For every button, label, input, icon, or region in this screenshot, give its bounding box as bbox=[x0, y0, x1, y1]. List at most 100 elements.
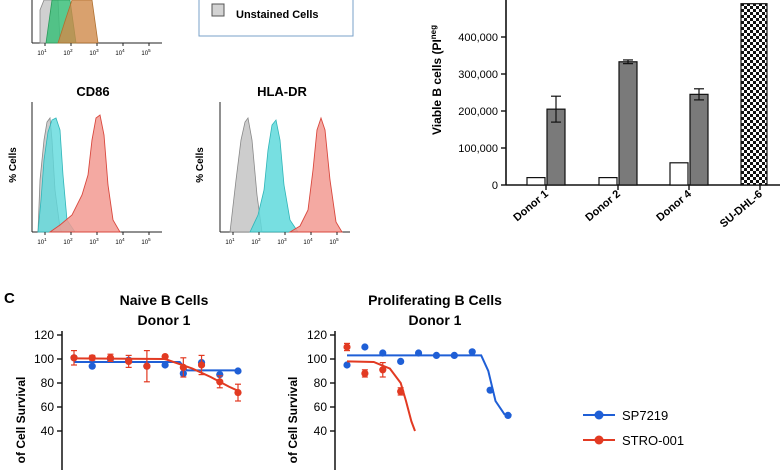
hladr-hist-cyan bbox=[249, 119, 299, 233]
proliferating-b-cells-chart: Proliferating B Cells Donor 1 of Cell Su… bbox=[286, 292, 512, 470]
y-tick-label: 80 bbox=[41, 376, 55, 390]
y-tick-label: 60 bbox=[41, 400, 55, 414]
legend-box: Unstained Cells bbox=[198, 0, 354, 37]
fit-curve-stro-001 bbox=[346, 360, 416, 432]
data-point-sp7219 bbox=[450, 351, 458, 359]
legend-label: Unstained Cells bbox=[236, 9, 319, 21]
data-point-sp7219 bbox=[216, 371, 224, 379]
data-point-sp7219 bbox=[414, 349, 423, 357]
bar-open bbox=[598, 177, 618, 186]
data-point-sp7219 bbox=[468, 348, 476, 356]
prolif-plot: 120 100 80 60 40 bbox=[307, 328, 512, 470]
fit-curve-sp7219 bbox=[74, 361, 238, 372]
bar-y-tick-label: 0 bbox=[492, 180, 498, 192]
bar-checkered bbox=[740, 3, 768, 186]
bar-category-label: Donor 4 bbox=[654, 188, 694, 224]
hladr-hist-grey bbox=[229, 117, 263, 233]
bar-y-tick-label: 400,000 bbox=[458, 32, 498, 44]
x-tick-label: 103 bbox=[277, 237, 287, 246]
data-point-sp7219 bbox=[343, 361, 351, 369]
bar-marks bbox=[526, 3, 768, 186]
x-tick-label: 105 bbox=[141, 237, 151, 246]
bar-category-label: Donor 2 bbox=[583, 188, 623, 224]
data-point-stro-001 bbox=[379, 366, 387, 374]
data-point-stro-001 bbox=[70, 354, 78, 362]
x-tick-label: 102 bbox=[63, 237, 73, 246]
y-tick-label: 120 bbox=[34, 328, 54, 342]
y-tick-label: 80 bbox=[314, 376, 328, 390]
panel-c-label: C bbox=[4, 290, 15, 307]
legend-swatch bbox=[211, 3, 225, 17]
series-legend: SP7219 STRO-001 bbox=[583, 408, 684, 448]
data-point-stro-001 bbox=[88, 354, 96, 362]
naive-ylabel: of Cell Survival bbox=[14, 377, 28, 464]
viable-b-cells-bar-chart: Viable B cells (PIneg 0 100,000 200,000 300… bbox=[429, 0, 780, 230]
x-tick-label: 104 bbox=[115, 48, 125, 57]
y-tick-label: 120 bbox=[307, 328, 327, 342]
legend-frame bbox=[198, 0, 354, 37]
naive-title-1: Naive B Cells bbox=[120, 292, 209, 308]
legend-label-sp7219: SP7219 bbox=[622, 408, 668, 423]
hist-orange bbox=[57, 0, 99, 44]
data-point-stro-001 bbox=[361, 369, 369, 377]
data-point-stro-001 bbox=[197, 361, 206, 369]
prolif-title-1: Proliferating B Cells bbox=[368, 292, 502, 308]
x-tick-label: 104 bbox=[303, 237, 313, 246]
x-tick-label: 104 bbox=[115, 237, 125, 246]
data-point-stro-001 bbox=[216, 378, 224, 386]
data-point-sp7219 bbox=[486, 386, 494, 394]
data-point-sp7219 bbox=[504, 411, 512, 419]
naive-title-2: Donor 1 bbox=[138, 312, 191, 328]
prolif-ylabel: of Cell Survival bbox=[286, 377, 300, 464]
cd86-ylabel: % Cells bbox=[8, 147, 19, 183]
hladr-histogram: HLA-DR % Cells 101 102 103 104 105 bbox=[195, 84, 350, 246]
data-point-sp7219 bbox=[361, 343, 369, 351]
naive-b-cells-chart: Naive B Cells Donor 1 of Cell Survival 1… bbox=[14, 292, 242, 470]
x-tick-label: 103 bbox=[89, 237, 99, 246]
naive-plot: 120 100 80 60 40 bbox=[34, 328, 242, 470]
data-point-stro-001 bbox=[397, 387, 405, 395]
bar-y-tick-label: 200,000 bbox=[458, 106, 498, 118]
x-tick-labels: 101 102 103 104 105 bbox=[225, 232, 339, 246]
x-tick-labels: 101 102 103 104 105 bbox=[37, 232, 151, 246]
cd86-histogram: CD86 % Cells 101 102 103 104 105 bbox=[8, 84, 162, 246]
y-tick-label: 60 bbox=[314, 400, 328, 414]
legend-marker-stro001 bbox=[594, 435, 604, 445]
data-point-sp7219 bbox=[379, 349, 387, 357]
cd86-hist-cyan bbox=[37, 117, 76, 233]
data-point-sp7219 bbox=[88, 362, 96, 370]
x-tick-label: 101 bbox=[225, 237, 235, 246]
y-tick-label: 40 bbox=[41, 424, 55, 438]
data-point-sp7219 bbox=[161, 361, 169, 369]
data-point-stro-001 bbox=[343, 343, 351, 351]
prolif-title-2: Donor 1 bbox=[409, 312, 462, 328]
y-tick-label: 100 bbox=[34, 352, 54, 366]
data-point-stro-001 bbox=[143, 362, 151, 370]
data-point-sp7219 bbox=[234, 367, 242, 375]
bar-ylabel-sup: neg bbox=[429, 25, 438, 39]
data-point-sp7219 bbox=[397, 357, 405, 365]
x-tick-label: 105 bbox=[329, 237, 339, 246]
data-point-sp7219 bbox=[432, 351, 441, 359]
bar-y-tick-label: 300,000 bbox=[458, 69, 498, 81]
cd86-title: CD86 bbox=[76, 84, 109, 99]
hladr-ylabel: % Cells bbox=[195, 147, 206, 183]
y-tick-label: 100 bbox=[307, 352, 327, 366]
hladr-title: HLA-DR bbox=[257, 84, 307, 99]
x-tick-label: 101 bbox=[37, 237, 47, 246]
x-tick-label: 103 bbox=[89, 48, 99, 57]
bar-grey bbox=[618, 61, 638, 186]
x-tick-label: 101 bbox=[37, 48, 47, 57]
x-tick-label: 102 bbox=[251, 237, 261, 246]
fit-curve-stro-001 bbox=[73, 357, 239, 392]
cd86-hist-red bbox=[48, 114, 121, 233]
data-point-stro-001 bbox=[179, 363, 187, 371]
x-tick-label: 102 bbox=[63, 48, 73, 57]
top-left-histogram: 101 102 103 104 105 bbox=[31, 0, 162, 57]
data-point-stro-001 bbox=[125, 357, 133, 365]
bar-y-tick-label: 100,000 bbox=[458, 143, 498, 155]
legend-marker-sp7219 bbox=[594, 410, 604, 420]
bar-open bbox=[669, 162, 689, 186]
data-point-stro-001 bbox=[106, 354, 115, 362]
data-point-stro-001 bbox=[161, 353, 169, 361]
